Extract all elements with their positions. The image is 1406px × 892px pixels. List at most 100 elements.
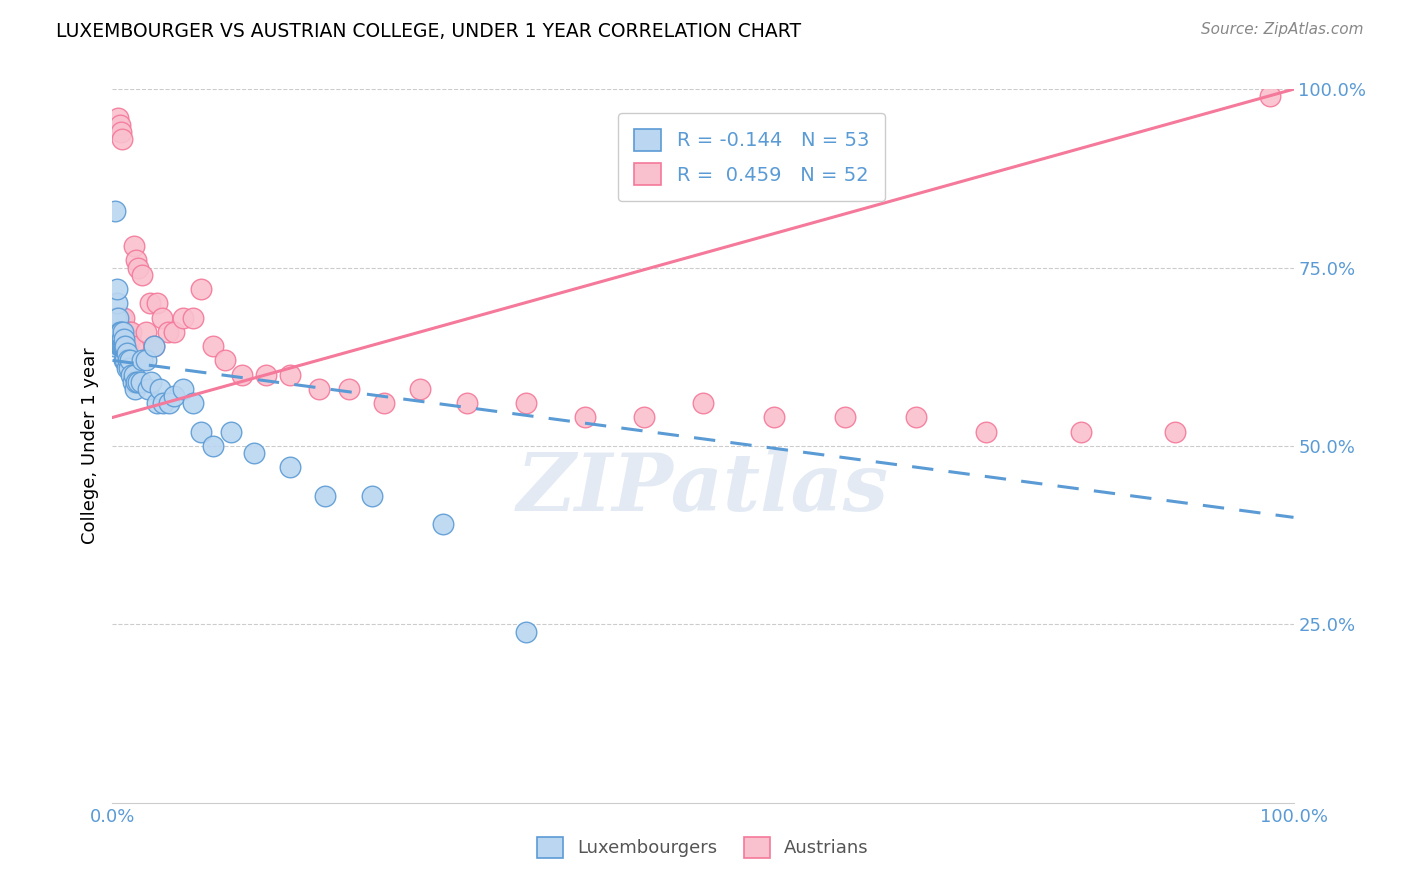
Point (122, 368, 145, 382)
Point (834, 410, 856, 425)
Point (142, 339, 165, 353)
Point (135, 353, 157, 368)
Point (127, 375, 149, 389)
Point (112, 310, 135, 325)
Point (111, 132, 134, 146)
Point (214, 353, 236, 368)
Point (201, 339, 224, 353)
Point (432, 517, 454, 532)
Point (105, 310, 128, 325)
Point (120, 368, 142, 382)
Point (117, 339, 139, 353)
Point (125, 253, 148, 268)
Point (107, 310, 129, 325)
Point (127, 260, 149, 275)
Point (201, 439, 224, 453)
Point (115, 360, 138, 375)
Point (1070, 425, 1092, 439)
Point (408, 382, 430, 396)
Legend: Luxembourgers, Austrians: Luxembourgers, Austrians (530, 830, 876, 865)
Point (125, 375, 148, 389)
Point (146, 296, 169, 310)
Point (515, 624, 537, 639)
Point (163, 325, 186, 339)
Point (115, 325, 138, 339)
Point (976, 425, 998, 439)
Point (142, 339, 165, 353)
Point (121, 339, 143, 353)
Point (150, 310, 173, 325)
Point (117, 353, 139, 368)
Point (129, 375, 152, 389)
Point (515, 396, 537, 410)
Point (110, 325, 132, 339)
Point (114, 339, 136, 353)
Point (112, 339, 135, 353)
Point (692, 396, 714, 410)
Text: Source: ZipAtlas.com: Source: ZipAtlas.com (1201, 22, 1364, 37)
Point (1258, 89, 1281, 103)
Point (135, 325, 157, 339)
Point (104, 203, 127, 218)
Point (112, 325, 135, 339)
Point (131, 353, 153, 368)
Point (112, 339, 135, 353)
Point (111, 332, 134, 346)
Text: LUXEMBOURGER VS AUSTRIAN COLLEGE, UNDER 1 YEAR CORRELATION CHART: LUXEMBOURGER VS AUSTRIAN COLLEGE, UNDER … (56, 22, 801, 41)
Point (121, 375, 143, 389)
Point (107, 325, 129, 339)
Point (131, 268, 153, 282)
Point (156, 325, 179, 339)
Point (139, 296, 162, 310)
Point (118, 325, 141, 339)
Point (278, 460, 301, 475)
Point (114, 353, 136, 368)
Point (152, 396, 174, 410)
Point (115, 346, 138, 360)
Point (574, 410, 596, 425)
Point (124, 382, 146, 396)
Point (105, 325, 128, 339)
Point (254, 368, 277, 382)
Point (231, 368, 253, 382)
Point (118, 360, 141, 375)
Point (456, 396, 478, 410)
Point (114, 339, 136, 353)
Point (107, 111, 129, 125)
Point (904, 410, 927, 425)
Point (172, 382, 194, 396)
Point (308, 382, 330, 396)
Point (110, 125, 132, 139)
Point (181, 310, 204, 325)
Point (105, 310, 128, 325)
Point (112, 332, 135, 346)
Point (181, 396, 204, 410)
Point (361, 489, 384, 503)
Point (314, 489, 336, 503)
Point (762, 410, 785, 425)
Point (337, 382, 360, 396)
Point (219, 425, 242, 439)
Point (633, 410, 655, 425)
Point (243, 446, 266, 460)
Point (120, 353, 142, 368)
Point (108, 339, 131, 353)
Point (190, 282, 212, 296)
Point (108, 325, 131, 339)
Point (278, 368, 301, 382)
Point (120, 325, 142, 339)
Point (103, 318, 125, 332)
Point (1164, 425, 1187, 439)
Point (136, 382, 159, 396)
Point (172, 310, 194, 325)
Point (120, 332, 142, 346)
Point (141, 375, 163, 389)
Point (112, 353, 135, 368)
Point (122, 239, 145, 253)
Point (111, 339, 134, 353)
Point (157, 396, 180, 410)
Point (146, 396, 169, 410)
Point (108, 118, 131, 132)
Point (190, 425, 212, 439)
Text: ZIPatlas: ZIPatlas (517, 450, 889, 527)
